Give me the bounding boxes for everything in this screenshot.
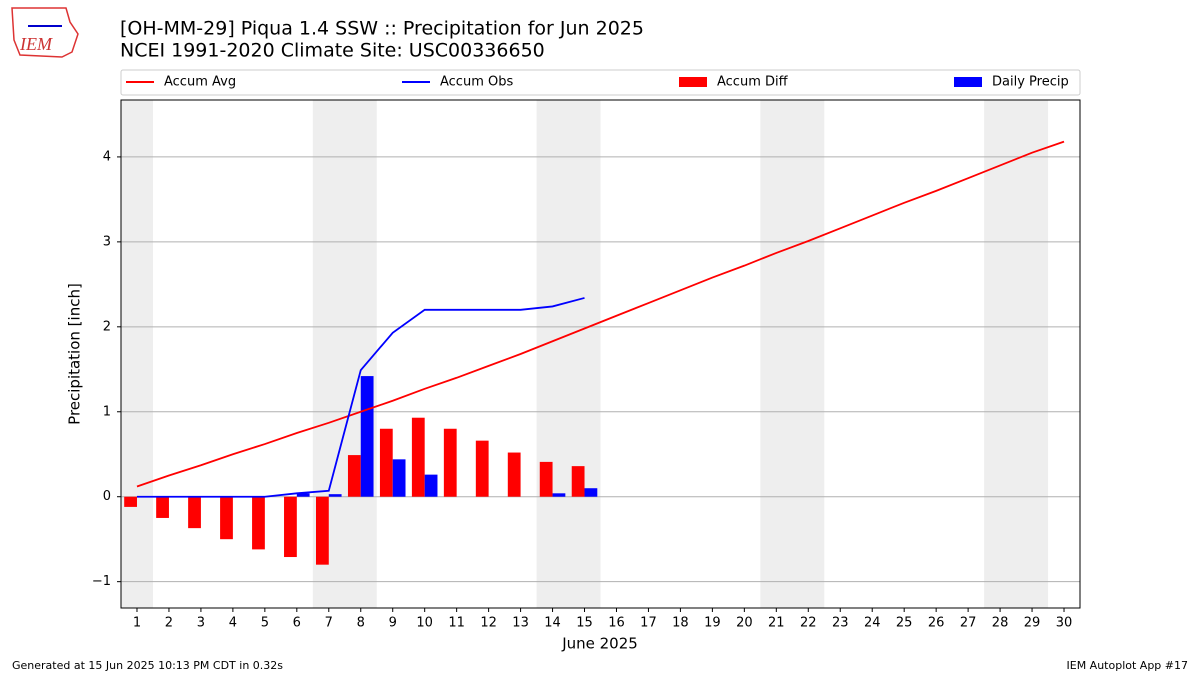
bar bbox=[124, 496, 137, 507]
x-tick-label: 26 bbox=[928, 616, 945, 631]
x-tick-label: 10 bbox=[416, 616, 433, 631]
x-tick-label: 3 bbox=[197, 616, 205, 631]
legend-label: Accum Avg bbox=[164, 75, 236, 90]
bar bbox=[379, 428, 393, 497]
weekend-shade bbox=[121, 100, 153, 608]
x-tick-label: 14 bbox=[544, 616, 561, 631]
y-tick-label: 4 bbox=[103, 149, 111, 164]
bar bbox=[328, 494, 342, 497]
y-tick-label: −1 bbox=[92, 574, 111, 589]
logo-text: IEM bbox=[19, 34, 53, 54]
x-tick-label: 11 bbox=[448, 616, 465, 631]
bar bbox=[347, 455, 361, 497]
y-tick-label: 1 bbox=[103, 404, 111, 419]
x-tick-label: 23 bbox=[832, 616, 849, 631]
y-tick-label: 0 bbox=[103, 489, 111, 504]
legend bbox=[120, 69, 1081, 96]
bar bbox=[296, 493, 310, 497]
line bbox=[136, 297, 585, 498]
x-tick-label: 8 bbox=[357, 616, 365, 631]
bar bbox=[411, 417, 425, 497]
bar bbox=[156, 496, 169, 518]
x-tick-label: 30 bbox=[1056, 616, 1073, 631]
legend-label: Daily Precip bbox=[992, 75, 1069, 90]
weekend-shade bbox=[536, 100, 601, 608]
x-tick-label: 21 bbox=[768, 616, 785, 631]
x-tick-label: 25 bbox=[896, 616, 913, 631]
legend-swatch bbox=[679, 77, 707, 87]
bar bbox=[284, 496, 297, 558]
bar bbox=[571, 466, 585, 497]
bar bbox=[188, 496, 201, 529]
bar bbox=[539, 461, 553, 497]
bar bbox=[360, 376, 374, 497]
x-tick-label: 5 bbox=[261, 616, 269, 631]
footer-right: IEM Autoplot App #17 bbox=[1067, 659, 1189, 672]
bar bbox=[392, 459, 406, 497]
weekend-shade bbox=[760, 100, 825, 608]
x-tick-label: 28 bbox=[992, 616, 1009, 631]
x-axis-label: June 2025 bbox=[561, 635, 638, 653]
x-tick-label: 15 bbox=[576, 616, 593, 631]
bar bbox=[252, 496, 265, 550]
logo: IEM bbox=[11, 7, 79, 58]
plot-frame bbox=[120, 99, 1081, 609]
x-tick-label: 29 bbox=[1024, 616, 1041, 631]
x-tick-label: 18 bbox=[672, 616, 689, 631]
x-tick-label: 24 bbox=[864, 616, 881, 631]
x-tick-label: 7 bbox=[325, 616, 333, 631]
footer-left: Generated at 15 Jun 2025 10:13 PM CDT in… bbox=[12, 659, 283, 672]
x-tick-label: 16 bbox=[608, 616, 625, 631]
bar bbox=[424, 474, 438, 497]
x-tick-label: 9 bbox=[389, 616, 397, 631]
bar bbox=[315, 496, 329, 565]
bar bbox=[584, 488, 598, 497]
x-tick-label: 27 bbox=[960, 616, 977, 631]
x-tick-label: 1 bbox=[133, 616, 141, 631]
bar bbox=[475, 440, 489, 497]
legend-label: Accum Obs bbox=[440, 75, 513, 90]
y-tick-label: 3 bbox=[103, 234, 111, 249]
legend-swatch bbox=[954, 77, 982, 87]
y-tick-label: 2 bbox=[103, 319, 111, 334]
bar bbox=[552, 493, 566, 497]
y-axis-label: Precipitation [inch] bbox=[66, 283, 84, 425]
logo-outline bbox=[11, 7, 79, 58]
bar bbox=[220, 496, 233, 540]
x-tick-label: 13 bbox=[512, 616, 529, 631]
bar bbox=[443, 428, 457, 497]
x-tick-label: 19 bbox=[704, 616, 721, 631]
x-tick-label: 4 bbox=[229, 616, 237, 631]
x-tick-label: 22 bbox=[800, 616, 817, 631]
x-tick-label: 17 bbox=[640, 616, 657, 631]
x-tick-label: 12 bbox=[480, 616, 497, 631]
x-tick-label: 20 bbox=[736, 616, 753, 631]
bar bbox=[507, 452, 521, 497]
line bbox=[136, 140, 1065, 488]
chart-subtitle: NCEI 1991-2020 Climate Site: USC00336650 bbox=[120, 40, 545, 62]
legend-label: Accum Diff bbox=[717, 75, 789, 90]
weekend-shade bbox=[984, 100, 1049, 608]
chart-title: [OH-MM-29] Piqua 1.4 SSW :: Precipitatio… bbox=[120, 18, 644, 40]
x-tick-label: 6 bbox=[293, 616, 301, 631]
x-tick-label: 2 bbox=[165, 616, 173, 631]
